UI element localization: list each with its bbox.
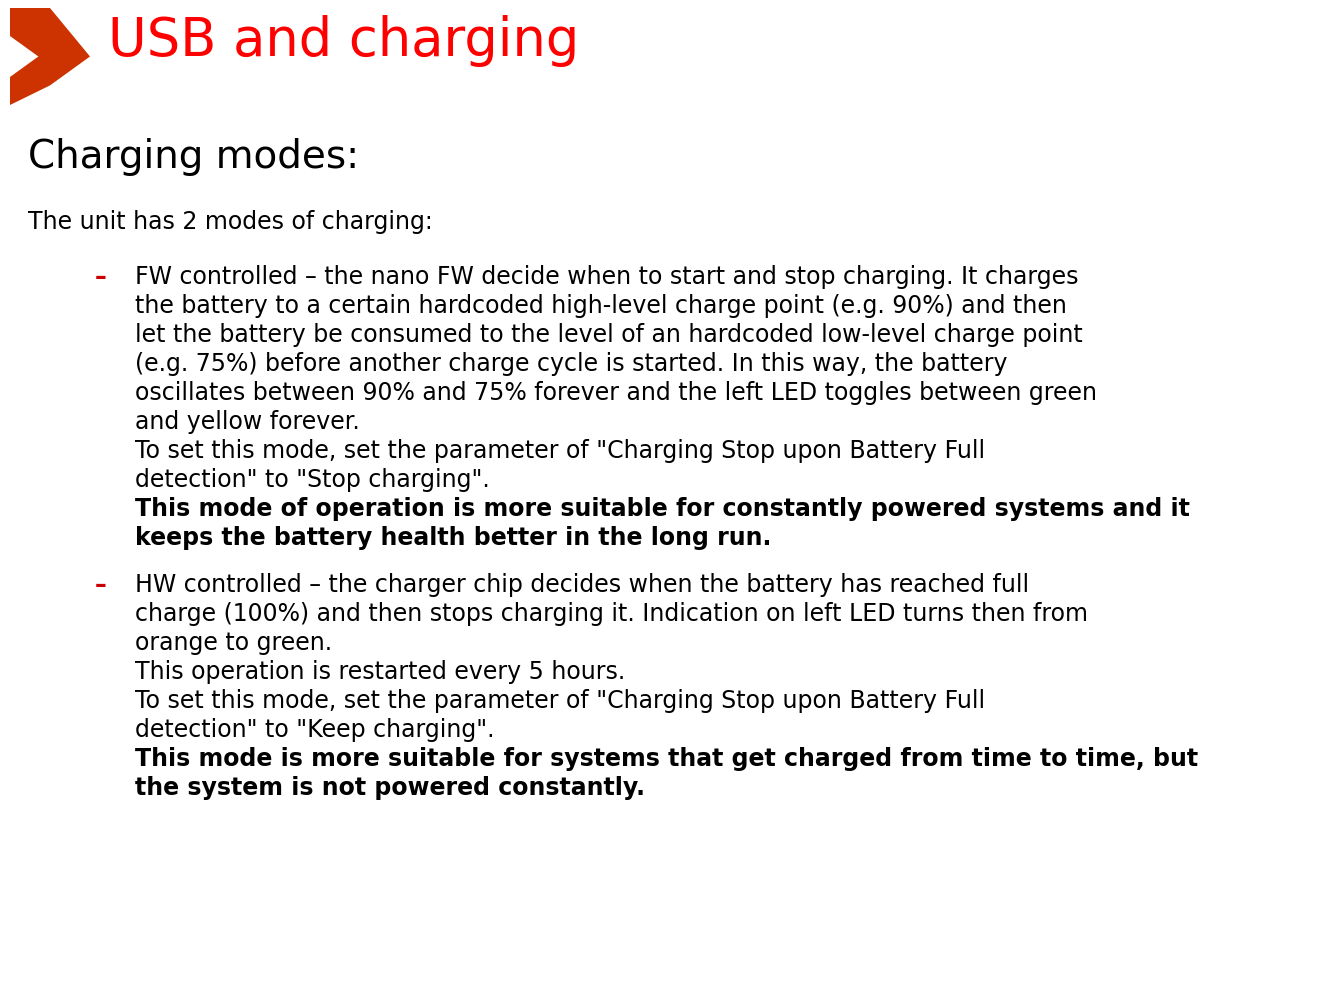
Text: let the battery be consumed to the level of an hardcoded low-level charge point: let the battery be consumed to the level…: [135, 323, 1082, 347]
Text: oscillates between 90% and 75% forever and the left LED toggles between green: oscillates between 90% and 75% forever a…: [135, 381, 1097, 405]
Text: detection" to "Keep charging".: detection" to "Keep charging".: [135, 718, 495, 742]
Text: orange to green.: orange to green.: [135, 631, 333, 655]
Text: USB and charging: USB and charging: [109, 15, 579, 67]
Text: To set this mode, set the parameter of "Charging Stop upon Battery Full: To set this mode, set the parameter of "…: [135, 439, 986, 463]
Text: This operation is restarted every 5 hours.: This operation is restarted every 5 hour…: [135, 660, 625, 684]
Polygon shape: [9, 48, 90, 105]
Text: The unit has 2 modes of charging:: The unit has 2 modes of charging:: [28, 210, 433, 234]
Text: –: –: [95, 265, 107, 289]
Text: the system is not powered constantly.: the system is not powered constantly.: [135, 776, 645, 800]
Text: This mode of operation is more suitable for constantly powered systems and it: This mode of operation is more suitable …: [135, 497, 1189, 521]
Text: HW controlled – the charger chip decides when the battery has reached full: HW controlled – the charger chip decides…: [135, 573, 1029, 597]
Text: keeps the battery health better in the long run.: keeps the battery health better in the l…: [135, 526, 771, 550]
Text: This mode is more suitable for systems that get charged from time to time, but: This mode is more suitable for systems t…: [135, 747, 1198, 771]
Text: –: –: [95, 573, 107, 597]
Polygon shape: [9, 8, 90, 65]
Text: (e.g. 75%) before another charge cycle is started. In this way, the battery: (e.g. 75%) before another charge cycle i…: [135, 352, 1007, 376]
Text: Charging modes:: Charging modes:: [28, 138, 359, 176]
Text: and yellow forever.: and yellow forever.: [135, 410, 359, 434]
Text: detection" to "Stop charging".: detection" to "Stop charging".: [135, 468, 489, 492]
Text: charge (100%) and then stops charging it. Indication on left LED turns then from: charge (100%) and then stops charging it…: [135, 602, 1088, 626]
Text: To set this mode, set the parameter of "Charging Stop upon Battery Full: To set this mode, set the parameter of "…: [135, 689, 986, 713]
Text: the battery to a certain hardcoded high-level charge point (e.g. 90%) and then: the battery to a certain hardcoded high-…: [135, 294, 1067, 318]
Text: FW controlled – the nano FW decide when to start and stop charging. It charges: FW controlled – the nano FW decide when …: [135, 265, 1078, 289]
